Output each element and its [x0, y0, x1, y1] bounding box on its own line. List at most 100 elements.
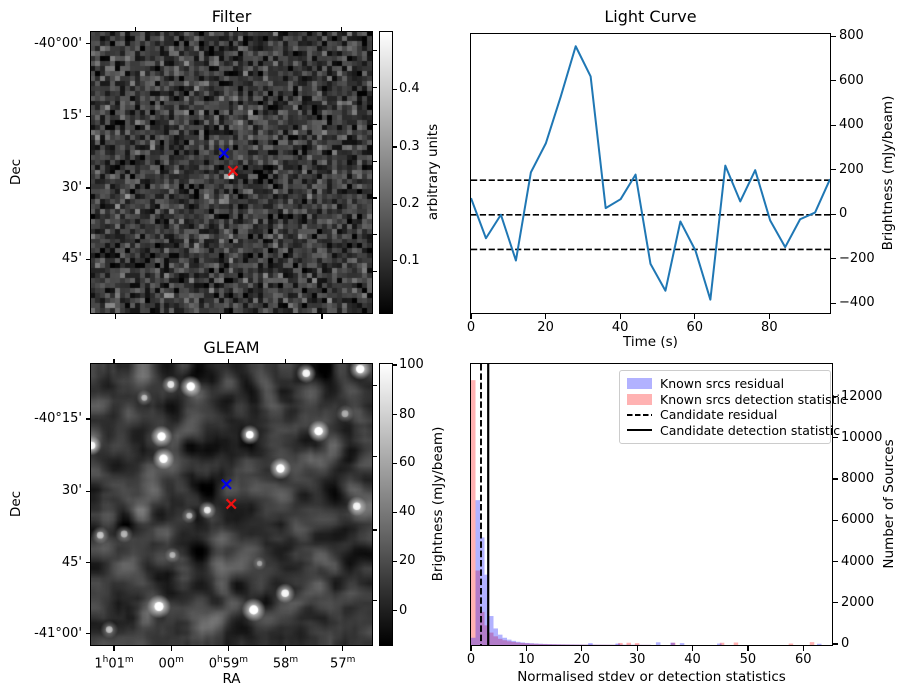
histogram-bar	[538, 643, 543, 645]
light-curve-y-tick-label: 800	[839, 28, 864, 44]
axis-tick	[833, 602, 838, 604]
histogram-bar	[488, 616, 494, 645]
histogram-bar	[502, 637, 507, 645]
axis-tick	[694, 314, 696, 319]
histogram-ylabel-right: Number of Sources	[881, 439, 897, 569]
filter-y-tick-label: -40°00'	[34, 35, 82, 51]
axis-tick	[113, 646, 115, 651]
histogram-bar	[618, 642, 623, 645]
axis-tick	[833, 437, 838, 439]
histogram-bar	[733, 642, 739, 645]
gleam-y-tick-label: -40°15'	[34, 411, 82, 427]
filter-y-tick-label: 45'	[61, 251, 82, 267]
axis-tick	[284, 646, 287, 651]
histogram-svg	[471, 364, 822, 645]
axis-tick	[85, 43, 90, 45]
histogram-bar	[524, 642, 530, 645]
histogram-y-tick-label: 4000	[841, 553, 875, 569]
histogram-bar	[551, 644, 557, 645]
light-curve-x-tick-label: 60	[686, 320, 704, 335]
histogram-bar	[556, 644, 561, 645]
histogram-x-tick-label: 60	[795, 652, 812, 667]
histogram-bar	[809, 642, 815, 645]
axis-tick	[373, 600, 377, 602]
axis-tick	[831, 80, 836, 82]
filter-colorbar-tick-label: 0.1	[399, 252, 420, 268]
axis-tick	[321, 314, 323, 319]
histogram-bar	[626, 642, 632, 645]
histogram-bar	[497, 634, 503, 645]
axis-tick	[393, 511, 397, 513]
axis-tick	[342, 646, 344, 651]
axis-tick	[747, 646, 749, 651]
light-curve-x-tick-label: 40	[611, 320, 629, 335]
filter-y-tick-label: 30'	[61, 180, 82, 196]
histogram-legend: Known srcs residual Known srcs detection …	[619, 370, 847, 444]
axis-tick	[393, 88, 397, 90]
axis-tick	[393, 364, 397, 366]
candidate-position-marker	[221, 478, 232, 490]
filter-image-panel	[90, 31, 373, 314]
light-curve-x-tick-label: 20	[537, 320, 554, 335]
axis-tick	[393, 259, 397, 262]
detection-position-marker	[225, 498, 237, 510]
histogram-bar	[560, 644, 566, 645]
histogram-bar	[506, 639, 512, 645]
gleam-colorbar-tick-label: 20	[399, 553, 416, 569]
histogram-bar	[475, 500, 480, 645]
histogram-bar	[565, 644, 570, 645]
histogram-bar	[484, 574, 489, 645]
gleam-x-tick-label: 1h01m	[94, 655, 134, 672]
axis-tick	[581, 646, 583, 651]
histogram-bar	[817, 643, 822, 645]
axis-tick	[85, 187, 90, 189]
legend-item-label: Candidate detection statistic	[660, 422, 841, 438]
axis-tick	[833, 560, 838, 563]
histogram-bar	[565, 644, 570, 645]
axis-tick	[134, 26, 136, 31]
axis-tick	[544, 314, 547, 319]
filter-markers-overlay	[218, 147, 239, 177]
light-curve-x-tick-label: 80	[761, 320, 778, 335]
axis-tick	[691, 646, 694, 651]
histogram-bar	[542, 643, 548, 645]
histogram-bar	[475, 570, 480, 645]
legend-item-label: Known srcs detection statistic	[660, 391, 847, 407]
gleam-colorbar-tick-label: 80	[399, 406, 416, 422]
axis-tick	[470, 646, 472, 651]
histogram-bar	[588, 643, 593, 645]
axis-tick	[802, 646, 804, 651]
axis-tick	[470, 314, 472, 319]
axis-tick	[170, 646, 172, 651]
gleam-xlabel: RA	[222, 671, 241, 687]
histogram-y-tick-label: 12000	[841, 388, 883, 404]
histogram-x-tick-label: 40	[684, 652, 701, 667]
histogram-bar	[615, 643, 620, 645]
histogram-bar	[471, 637, 476, 645]
axis-tick	[393, 413, 397, 416]
legend-item: Known srcs residual	[627, 376, 823, 392]
gleam-colorbar-label: Brightness (mJy/beam)	[430, 426, 446, 582]
histogram-bar	[670, 642, 675, 645]
gleam-colorbar	[379, 363, 393, 646]
filter-title: Filter	[211, 7, 252, 26]
histogram-bar	[569, 644, 575, 645]
gleam-x-tick-label: 0h59m	[208, 655, 249, 672]
histogram-bar	[788, 643, 794, 645]
legend-item: Known srcs detection statistic	[627, 392, 847, 408]
axis-tick	[373, 270, 377, 273]
histogram-bar	[493, 628, 498, 645]
axis-tick	[831, 35, 836, 37]
legend-item: Candidate detection statistic	[627, 423, 840, 439]
axis-tick	[85, 115, 90, 118]
axis-tick	[373, 197, 377, 199]
filter-colorbar	[379, 31, 393, 314]
histogram-bar	[515, 642, 521, 645]
legend-patch-swatch	[627, 378, 652, 390]
filter-colorbar-tick-label: 0.3	[399, 139, 420, 155]
axis-tick	[636, 646, 638, 651]
legend-item-label: Candidate residual	[660, 407, 778, 423]
light-curve-title: Light Curve	[604, 7, 697, 26]
histogram-bar	[524, 643, 530, 645]
axis-tick	[85, 490, 90, 492]
